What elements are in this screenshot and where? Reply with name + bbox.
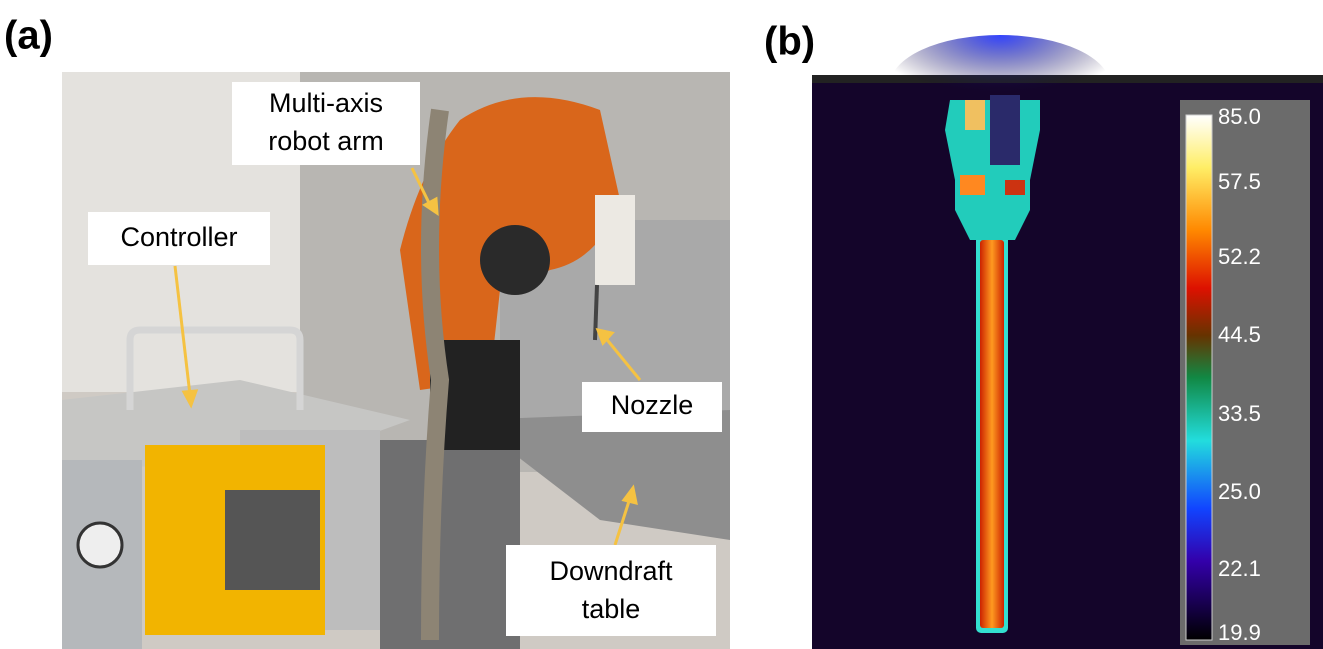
colorbar-label: 44.5 (1218, 322, 1261, 347)
figure: (a) (b) Multi-axis robot arm Controll (0, 0, 1323, 649)
panel-label: (a) (4, 14, 53, 58)
colorbar-label: 19.9 (1218, 620, 1261, 645)
colorbar-label: 85.0 (1218, 104, 1261, 129)
colorbar-label: 52.2 (1218, 244, 1261, 269)
annotation: Multi-axis (269, 88, 383, 118)
annotation: Downdraft (549, 556, 673, 586)
annotation: Nozzle (611, 390, 694, 420)
annotation: Controller (120, 222, 237, 252)
annotation: robot arm (268, 126, 384, 156)
colorbar-label: 25.0 (1218, 479, 1261, 504)
colorbar-label: 22.1 (1218, 556, 1261, 581)
panel-label: (b) (764, 20, 815, 64)
annotation: table (582, 594, 641, 624)
colorbar-label: 33.5 (1218, 401, 1261, 426)
colorbar-label: 57.5 (1218, 169, 1261, 194)
